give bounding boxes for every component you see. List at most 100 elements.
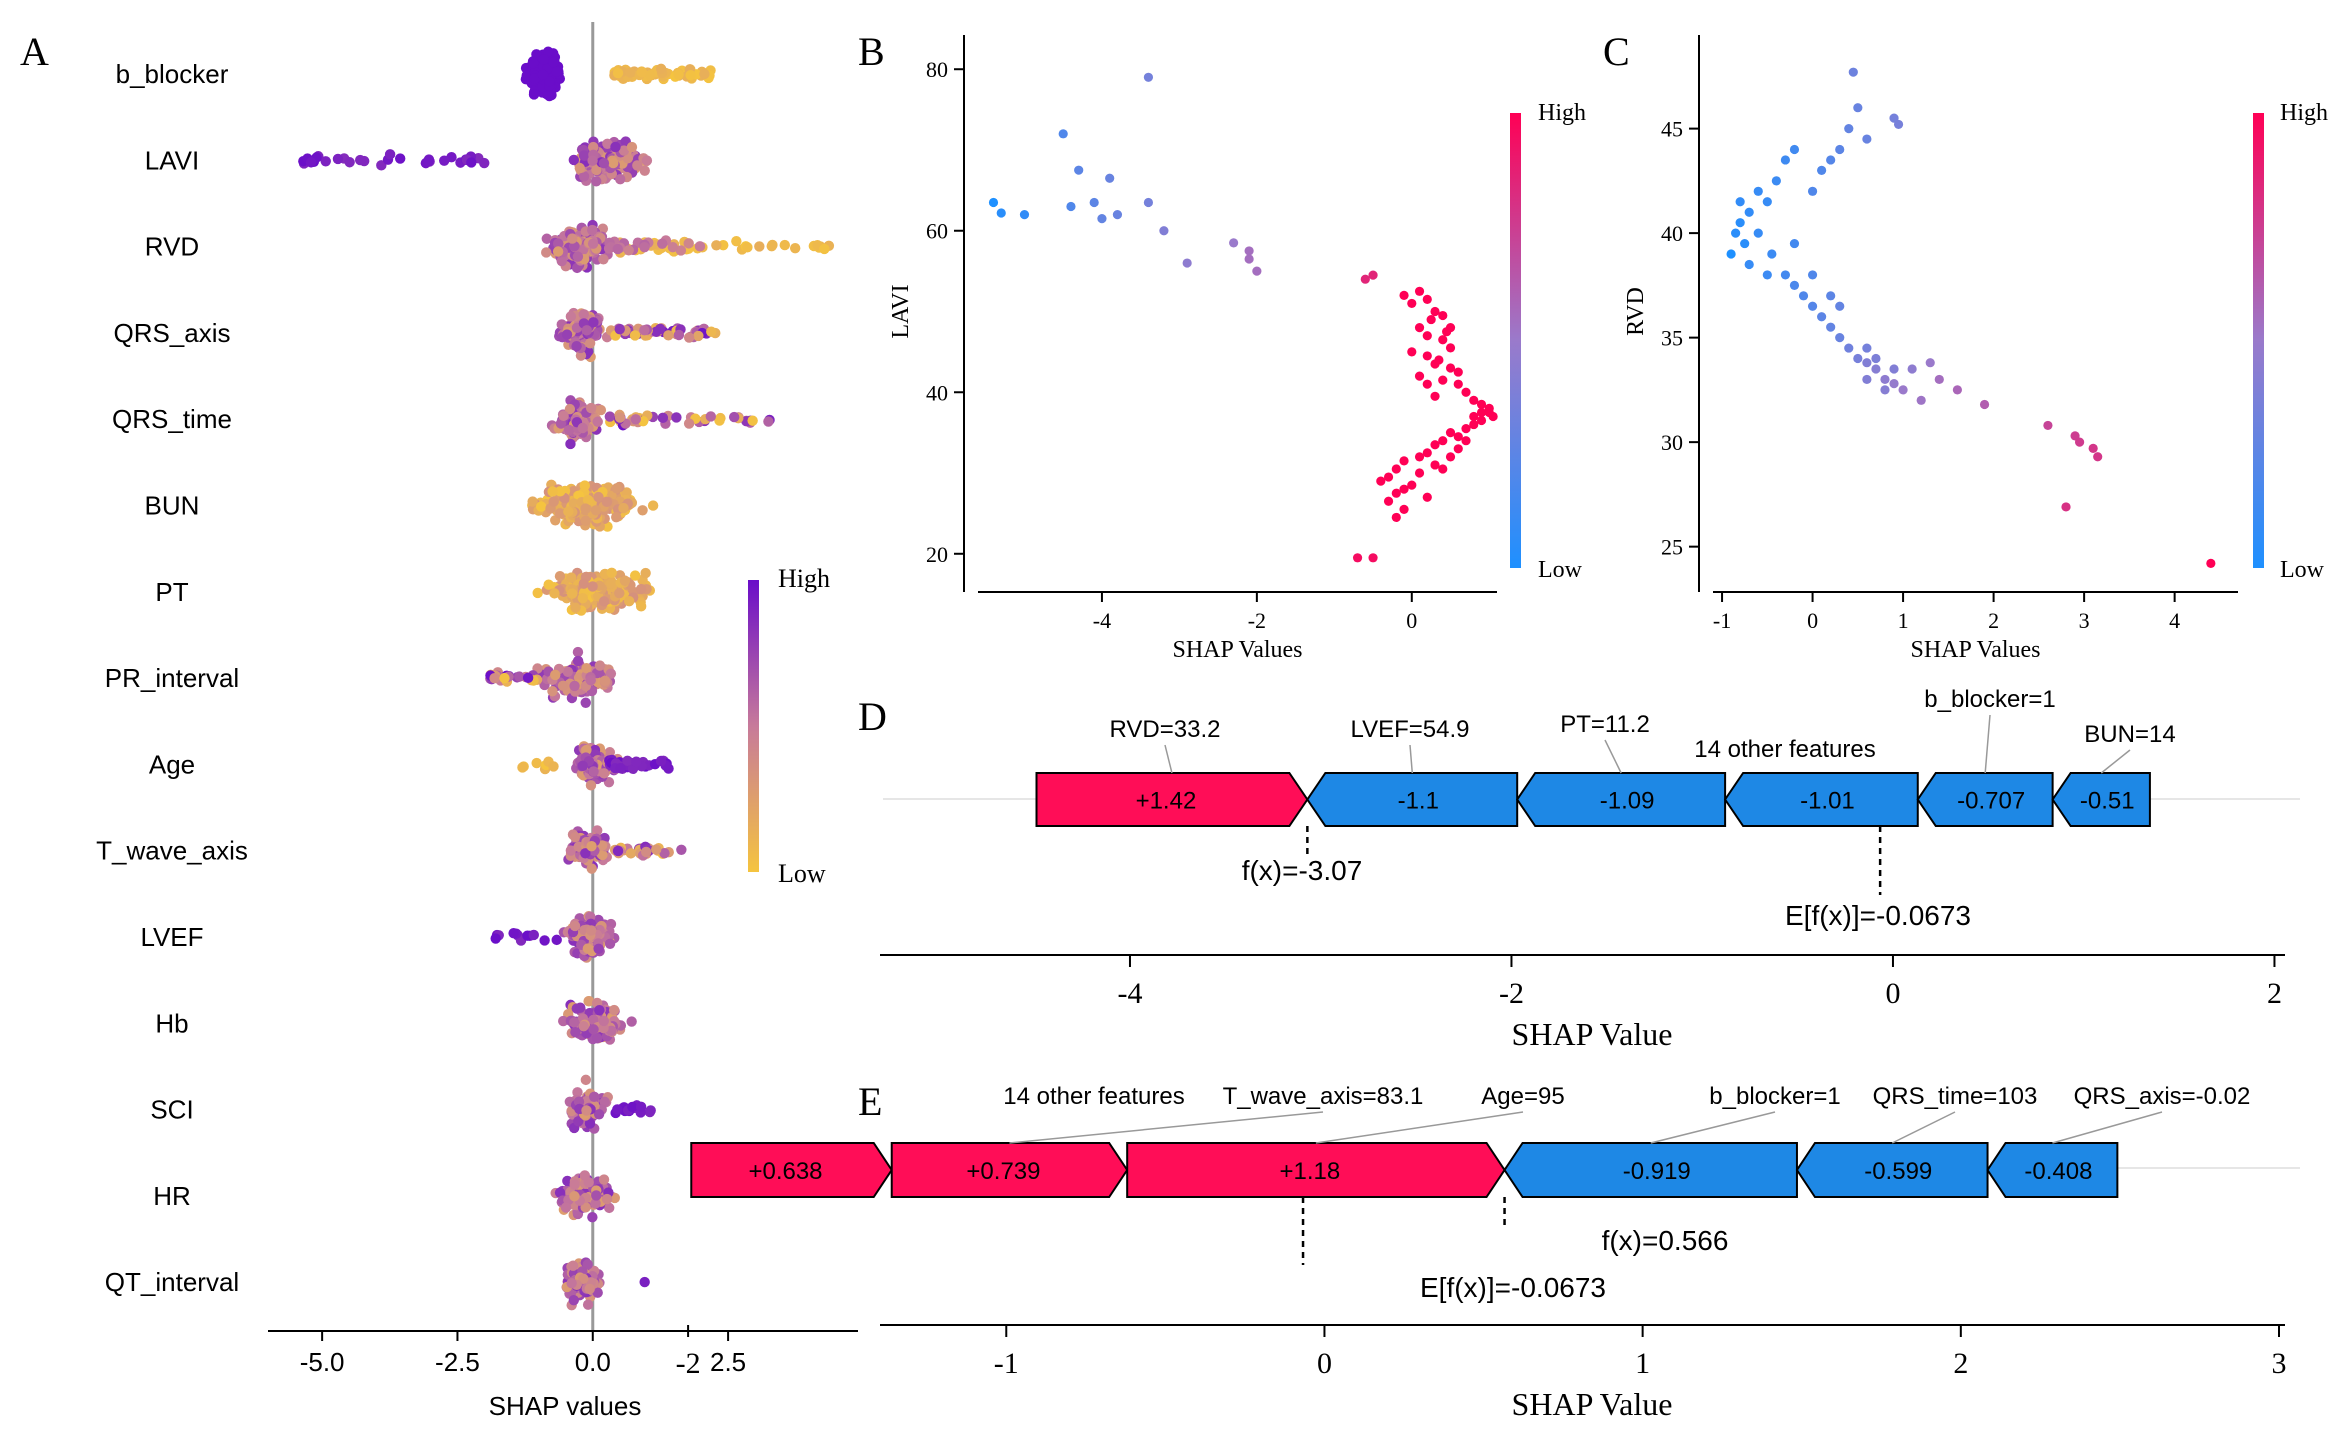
b-point	[1399, 484, 1409, 494]
a-point	[683, 332, 695, 343]
c-point	[1817, 165, 1827, 176]
a-point	[554, 1187, 566, 1198]
c-point	[1789, 144, 1800, 155]
d-segment	[1515, 772, 1727, 827]
a-point	[572, 646, 584, 658]
panel-e-force-plot: E +0.638 +0.739 +1.18 -0.919 -0.599 -0.408 14…	[676, 1079, 2300, 1422]
panel-a-beeswarm: A b_blocker LAVI RVD QRS_axis QRS_time BUN PT P…	[20, 22, 858, 1421]
a-point	[579, 150, 590, 161]
b-point	[988, 197, 999, 208]
a-row-lavi	[298, 136, 653, 187]
b-point	[1445, 363, 1456, 373]
a-feature-label: QT_interval	[105, 1267, 239, 1297]
b-colorbar-high: High	[1538, 100, 1586, 126]
b-point	[1229, 238, 1239, 248]
a-point	[586, 925, 597, 936]
b-point	[1438, 375, 1448, 385]
a-point	[569, 680, 580, 692]
c-point	[2206, 558, 2216, 568]
a-point	[547, 686, 558, 697]
b-point	[1461, 387, 1471, 397]
a-feature-labels: b_blocker LAVI RVD QRS_axis QRS_time BUN PT PR_…	[96, 59, 248, 1297]
a-point	[547, 486, 558, 497]
a-feature-label: LAVI	[145, 145, 199, 175]
a-point	[549, 588, 560, 599]
e-segment	[1795, 1142, 1989, 1198]
panel-label-e: E	[858, 1079, 882, 1124]
a-point	[640, 567, 651, 579]
a-point	[591, 1190, 602, 1201]
a-point	[551, 66, 562, 77]
a-point	[608, 157, 619, 169]
c-point	[2043, 420, 2053, 431]
b-point	[1244, 254, 1254, 264]
a-point	[560, 1202, 572, 1213]
a-point	[556, 255, 567, 267]
a-point	[571, 340, 582, 352]
a-point	[587, 238, 599, 249]
a-point	[531, 757, 542, 769]
a-point	[624, 67, 636, 78]
a-point	[566, 588, 578, 599]
a-point	[532, 587, 543, 599]
a-point	[572, 655, 584, 667]
c-y-tick-label: 40	[1661, 221, 1683, 246]
a-feature-label: Age	[149, 749, 195, 779]
c-point	[1826, 155, 1836, 165]
a-point	[639, 1276, 650, 1288]
e-segment	[890, 1142, 1129, 1198]
a-point	[562, 666, 574, 677]
b-point	[1453, 367, 1463, 377]
a-point	[578, 578, 590, 589]
a-point	[592, 1287, 603, 1298]
b-points	[988, 72, 1498, 563]
d-segment-value: -0.51	[2080, 788, 2135, 815]
a-point	[618, 145, 630, 156]
b-point	[1112, 209, 1123, 220]
a-point	[554, 571, 566, 582]
a-x-tick-label: 0.0	[575, 1347, 611, 1377]
a-point	[635, 1101, 647, 1113]
a-point	[538, 54, 550, 65]
a-point	[567, 233, 578, 244]
a-feature-label: BUN	[145, 491, 200, 521]
a-point	[598, 1015, 610, 1027]
c-point	[1898, 385, 1908, 395]
a-point	[588, 317, 599, 328]
a-point	[563, 424, 575, 436]
b-point	[1434, 355, 1444, 365]
b-point	[1383, 496, 1394, 506]
b-point	[1074, 165, 1084, 175]
b-point	[1391, 488, 1401, 498]
b-colorbar	[1510, 113, 1521, 568]
a-point	[394, 153, 406, 164]
c-point	[1844, 343, 1854, 353]
a-point	[539, 935, 550, 946]
a-point	[332, 153, 344, 165]
a-point	[544, 76, 555, 87]
c-colorbar-high: High	[2280, 100, 2328, 126]
a-point	[528, 57, 539, 69]
a-point	[574, 162, 586, 174]
d-leader-line	[1984, 714, 1991, 774]
a-point	[529, 73, 540, 84]
a-row-qrs-time	[546, 395, 775, 450]
b-point	[1438, 335, 1448, 345]
b-point	[1445, 428, 1456, 438]
a-point	[528, 89, 540, 100]
c-point	[1893, 119, 1904, 130]
d-x-ticks: -4 -2 0 2	[1117, 955, 2282, 1010]
a-point	[585, 402, 597, 414]
b-point	[1469, 395, 1479, 405]
a-point	[731, 235, 742, 247]
d-x-tick-label: 2	[2267, 977, 2282, 1010]
e-x-axis-label: SHAP Value	[1512, 1386, 1673, 1422]
d-feature-label: LVEF=54.9	[1351, 716, 1470, 743]
c-x-tick-label: 1	[1898, 608, 1909, 633]
a-point	[605, 668, 617, 679]
c-point	[1862, 134, 1872, 144]
e-feature-label: b_blocker=1	[1709, 1083, 1840, 1110]
a-colorbar	[748, 580, 759, 872]
b-point	[1414, 371, 1425, 381]
b-point	[1488, 411, 1498, 422]
